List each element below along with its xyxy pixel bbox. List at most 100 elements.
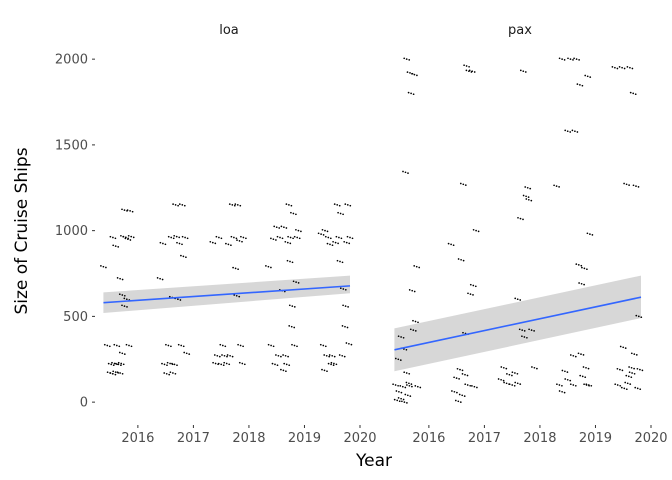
data-point-jitter	[519, 69, 522, 72]
data-point	[521, 329, 524, 331]
data-point-jitter	[156, 277, 159, 279]
data-point-jitter	[348, 242, 351, 245]
data-point-jitter	[351, 237, 354, 240]
data-point	[616, 384, 619, 386]
data-point-jitter	[461, 369, 464, 372]
data-point-jitter	[323, 354, 326, 356]
facet-panel-loa: loa 2016 2017 2018 2019 2020	[100, 23, 377, 446]
data-point	[580, 353, 582, 355]
data-point-jitter	[583, 383, 585, 386]
data-point-jitter	[564, 378, 567, 380]
data-point-jitter	[408, 289, 411, 291]
data-point-jitter	[536, 367, 538, 370]
data-point	[121, 352, 124, 355]
data-point-jitter	[575, 263, 578, 265]
data-point-jitter	[519, 299, 522, 301]
data-point	[180, 344, 183, 347]
data-point-jitter	[236, 239, 238, 241]
data-point-jitter	[462, 331, 464, 334]
data-point-jitter	[112, 370, 115, 373]
data-point-jitter	[331, 244, 334, 247]
data-point-jitter	[403, 371, 406, 374]
data-point-jitter	[234, 203, 237, 205]
data-point-jitter	[112, 364, 115, 367]
data-point	[272, 238, 275, 241]
data-point-jitter	[329, 237, 332, 240]
data-point	[117, 363, 120, 366]
data-point-jitter	[164, 243, 167, 246]
data-point-jitter	[270, 237, 272, 240]
data-point-jitter	[632, 184, 635, 187]
data-point-jitter	[121, 372, 124, 375]
data-point	[290, 325, 293, 328]
data-point-jitter	[166, 364, 168, 367]
data-point-jitter	[228, 363, 231, 366]
data-point-jitter	[522, 194, 525, 197]
data-point-jitter	[132, 236, 135, 239]
data-point-jitter	[399, 385, 402, 387]
data-point	[572, 354, 575, 357]
data-point	[125, 298, 128, 301]
data-point-jitter	[414, 385, 417, 387]
data-point	[339, 212, 342, 215]
data-point	[112, 236, 114, 239]
data-point	[460, 258, 462, 261]
data-point-jitter	[180, 254, 182, 257]
data-point-jitter	[235, 237, 238, 240]
data-point-jitter	[120, 234, 122, 237]
data-point-jitter	[619, 384, 622, 387]
data-point-jitter	[578, 59, 580, 61]
data-point-jitter	[533, 330, 535, 332]
data-point-jitter	[404, 386, 407, 389]
data-point	[400, 397, 402, 400]
data-point-jitter	[578, 282, 580, 284]
data-point-jitter	[458, 393, 461, 396]
data-point-jitter	[109, 235, 112, 238]
data-point-jitter	[126, 306, 128, 308]
data-point-jitter	[214, 242, 217, 245]
data-point-jitter	[403, 57, 406, 60]
data-point	[239, 344, 242, 347]
data-point	[625, 183, 628, 186]
data-point-jitter	[178, 203, 181, 205]
data-point-jitter	[412, 93, 415, 96]
data-point	[348, 342, 350, 345]
data-point-jitter	[177, 343, 180, 346]
data-point-jitter	[342, 213, 344, 216]
data-point-jitter	[579, 374, 582, 377]
data-point-jitter	[123, 353, 126, 355]
data-point-jitter	[161, 278, 164, 281]
data-point-jitter	[518, 328, 521, 331]
x-tick-label: 2019	[579, 431, 612, 446]
data-point	[416, 385, 419, 388]
data-point-jitter	[468, 65, 470, 68]
data-point	[579, 84, 581, 86]
data-point-jitter	[564, 129, 567, 132]
data-point-jitter	[635, 314, 638, 317]
data-point-jitter	[333, 355, 336, 358]
data-point-jitter	[174, 372, 177, 375]
y-axis-title: Size of Cruise Ships	[12, 147, 32, 314]
data-point	[277, 354, 280, 357]
data-point-jitter	[109, 372, 112, 374]
x-axis-loa: 2016 2017 2018 2019 2020	[121, 425, 377, 446]
data-point	[172, 372, 174, 374]
y-tick-label: 1500	[55, 138, 88, 153]
data-point-jitter	[120, 364, 122, 367]
data-point-jitter	[293, 326, 296, 329]
data-point	[349, 236, 351, 239]
data-point-jitter	[635, 354, 638, 356]
data-point-jitter	[221, 354, 223, 356]
facet-panel-pax: pax 2016 2017 2018 2019 2020	[392, 23, 668, 446]
data-point-jitter	[571, 129, 574, 132]
data-point-jitter	[326, 370, 328, 373]
data-point-jitter	[402, 398, 405, 401]
data-point	[325, 354, 328, 357]
data-point	[397, 358, 400, 361]
data-point-jitter	[169, 371, 172, 374]
data-point-jitter	[271, 362, 274, 365]
data-point-jitter	[125, 343, 128, 346]
data-point-jitter	[328, 355, 331, 358]
data-point-jitter	[456, 391, 458, 394]
data-point-jitter	[516, 372, 519, 375]
